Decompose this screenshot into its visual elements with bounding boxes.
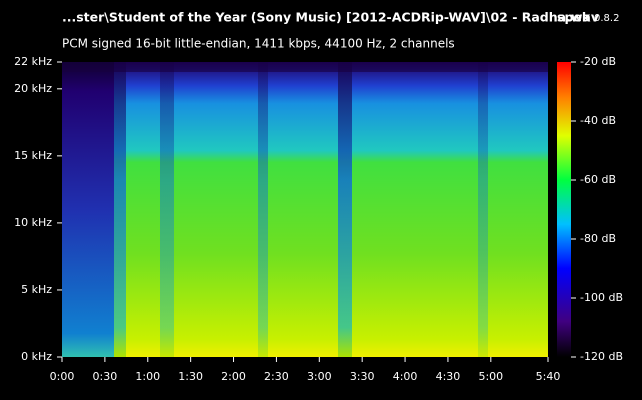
y-tick-label: 20 kHz [14, 82, 52, 95]
y-tick-label: 22 kHz [14, 55, 52, 68]
x-tick-label: 0:30 [93, 370, 118, 383]
x-tick-label: 3:00 [307, 370, 332, 383]
spectrum-band [478, 62, 488, 357]
audio-info: PCM signed 16-bit little-endian, 1411 kb… [62, 37, 455, 51]
color-tick-label: -60 dB [580, 173, 616, 186]
y-tick-label: 5 kHz [21, 283, 52, 296]
x-tick-label: 1:30 [178, 370, 203, 383]
x-tick-label: 5:00 [478, 370, 503, 383]
x-tick-label: 4:30 [436, 370, 461, 383]
spectrogram [62, 62, 548, 357]
color-tick-label: -40 dB [580, 114, 616, 127]
x-tick-label: 2:30 [264, 370, 289, 383]
color-tick-label: -100 dB [580, 291, 623, 304]
x-tick-label: 1:00 [135, 370, 160, 383]
x-tick-label: 2:00 [221, 370, 246, 383]
color-scale [557, 62, 571, 357]
color-tick-label: -120 dB [580, 350, 623, 363]
x-tick-label: 0:00 [50, 370, 75, 383]
spectrum-body [62, 62, 548, 357]
spectrum-band [338, 62, 352, 357]
spectrum-top [62, 62, 548, 72]
y-tick-label: 10 kHz [14, 216, 52, 229]
color-tick-label: -20 dB [580, 55, 616, 68]
color-tick-label: -80 dB [580, 232, 616, 245]
spectrum-band [258, 62, 268, 357]
app-version: 0.8.2 [594, 13, 619, 24]
x-tick-label: 5:40 [536, 370, 561, 383]
y-tick-label: 0 kHz [21, 350, 52, 363]
spectrum-intro [62, 62, 114, 357]
file-title: ...ster\Student of the Year (Sony Music)… [62, 10, 599, 25]
app-name: spek [557, 10, 591, 25]
spectrum-band [114, 62, 126, 357]
spectrum-band [160, 62, 174, 357]
x-tick-label: 4:00 [393, 370, 418, 383]
x-tick-label: 3:30 [350, 370, 375, 383]
y-tick-label: 15 kHz [14, 149, 52, 162]
